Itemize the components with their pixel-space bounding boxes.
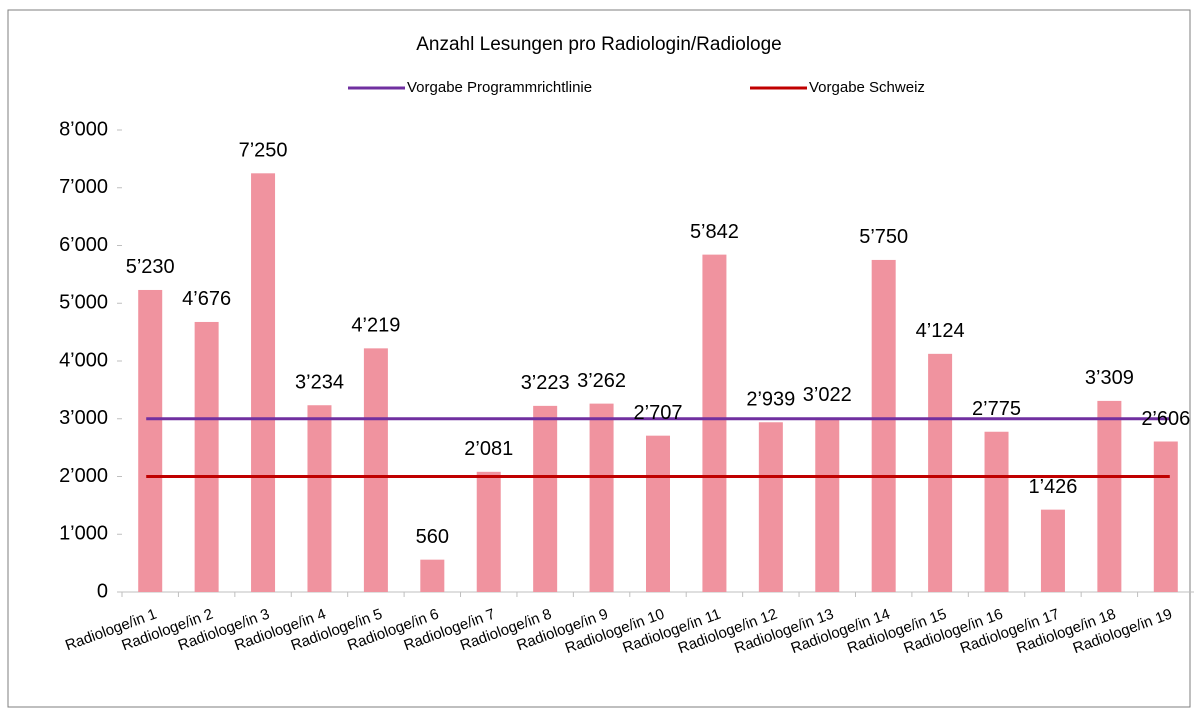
value-label: 3’262 bbox=[577, 370, 626, 392]
bar bbox=[589, 403, 614, 592]
value-label: 7’250 bbox=[239, 140, 288, 162]
bar bbox=[758, 422, 783, 592]
y-tick-label: 0 bbox=[97, 580, 108, 602]
bar bbox=[420, 559, 445, 592]
bar bbox=[194, 321, 219, 592]
value-label: 3’223 bbox=[521, 372, 570, 394]
chart-frame bbox=[7, 9, 1191, 708]
value-label: 3’234 bbox=[295, 372, 344, 394]
y-tick-label: 3’000 bbox=[59, 407, 108, 429]
bar bbox=[815, 417, 840, 592]
bar bbox=[702, 254, 727, 592]
value-label: 2’081 bbox=[464, 438, 513, 460]
value-label: 1’426 bbox=[1028, 476, 1077, 498]
value-label: 2’606 bbox=[1141, 408, 1190, 430]
value-label: 3’309 bbox=[1085, 367, 1134, 389]
value-label: 3’022 bbox=[803, 384, 852, 406]
y-tick-label: 8’000 bbox=[59, 118, 108, 140]
value-label: 5’842 bbox=[690, 221, 739, 243]
value-label: 2’707 bbox=[634, 402, 683, 424]
bar bbox=[476, 471, 501, 592]
value-label: 2’939 bbox=[746, 389, 795, 411]
chart-title: Anzahl Lesungen pro Radiologin/Radiologe bbox=[416, 34, 782, 55]
bar bbox=[307, 405, 332, 592]
bar bbox=[1040, 509, 1065, 592]
bar bbox=[251, 173, 276, 592]
bar bbox=[1097, 400, 1122, 592]
value-label: 4’124 bbox=[916, 320, 965, 342]
y-tick-label: 6’000 bbox=[59, 234, 108, 256]
bar bbox=[928, 353, 953, 592]
y-tick-label: 4’000 bbox=[59, 349, 108, 371]
bar bbox=[533, 405, 558, 592]
value-label: 2’775 bbox=[972, 398, 1021, 420]
bar bbox=[363, 348, 388, 592]
legend-label: Vorgabe Programmrichtlinie bbox=[407, 79, 592, 96]
value-label: 5’750 bbox=[859, 226, 908, 248]
value-label: 4’219 bbox=[351, 315, 400, 337]
value-label: 5’230 bbox=[126, 256, 175, 278]
value-label: 4’676 bbox=[182, 288, 231, 310]
bar bbox=[138, 289, 163, 592]
y-tick-label: 1’000 bbox=[59, 523, 108, 545]
value-label: 560 bbox=[416, 526, 449, 548]
bar bbox=[646, 435, 670, 592]
legend-label: Vorgabe Schweiz bbox=[809, 79, 925, 96]
y-tick-label: 7’000 bbox=[59, 176, 108, 198]
bar bbox=[1153, 441, 1178, 592]
y-tick-label: 5’000 bbox=[59, 292, 108, 314]
bar bbox=[871, 259, 896, 592]
y-tick-label: 2’000 bbox=[59, 465, 108, 487]
bar bbox=[984, 431, 1009, 592]
